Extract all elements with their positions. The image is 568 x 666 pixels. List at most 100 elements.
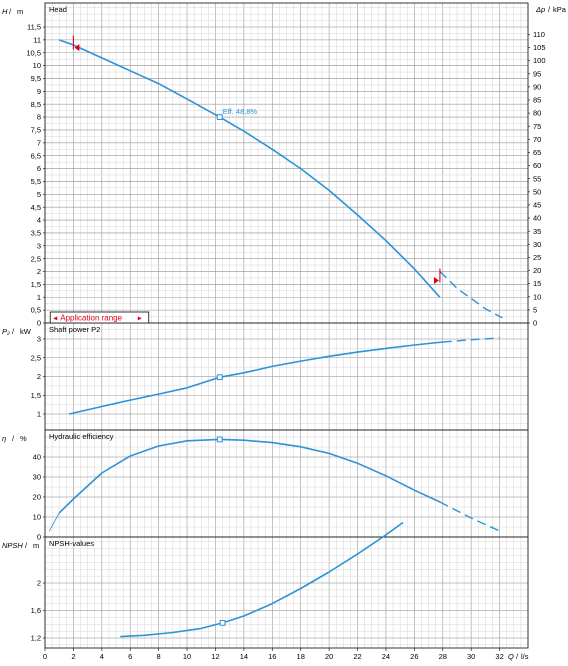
right-tick-label: 95: [533, 69, 541, 78]
curve-solid-npsh: [120, 521, 404, 638]
y-tick-label-efficiency: 0: [37, 533, 41, 542]
y-axis-label-head: H: [2, 7, 8, 16]
x-tick-label: 26: [410, 652, 418, 661]
curve-dashed-head: [439, 271, 503, 319]
x-axis-separator: /: [516, 652, 519, 661]
right-axis-separator: /: [548, 5, 551, 14]
right-tick-label: 0: [533, 319, 537, 328]
y-tick-label-head: 9: [37, 87, 41, 96]
y-axis-separator-efficiency: /: [12, 434, 15, 443]
right-tick-label: 60: [533, 161, 541, 170]
right-tick-label: 50: [533, 187, 541, 196]
right-tick-label: 80: [533, 109, 541, 118]
y-tick-label-head: 6: [37, 164, 41, 173]
x-tick-label: 20: [325, 652, 333, 661]
right-tick-label: 30: [533, 240, 541, 249]
y-tick-label-head: 11: [33, 35, 41, 44]
curve-dashed-efficiency: [439, 501, 500, 532]
y-tick-label-head: 10,5: [26, 48, 41, 57]
x-tick-label: 14: [240, 652, 248, 661]
duty-point-marker-head: [216, 114, 223, 120]
y-tick-label-head: 8: [37, 113, 41, 122]
y-axis-unit-power: kW: [20, 327, 32, 336]
curve-dashed-power: [442, 337, 500, 343]
y-axis-label-efficiency: η: [2, 434, 6, 443]
y-tick-label-head: 7: [37, 138, 41, 147]
y-tick-label-head: 5: [37, 190, 41, 199]
y-tick-label-head: 8,5: [31, 100, 41, 109]
y-tick-label-power: 1: [37, 410, 41, 419]
y-axis-unit-head: m: [17, 7, 23, 16]
y-axis-separator-power: /: [12, 327, 15, 336]
panel-title-head: Head: [49, 5, 67, 14]
y-tick-label-head: 1: [37, 293, 41, 302]
efficiency-annotation: Eff. 48,8%: [223, 107, 258, 116]
curve-solid-power: [69, 341, 443, 415]
panel-title-efficiency: Hydraulic efficiency: [49, 432, 114, 441]
application-range-arrow-right: ▸: [138, 314, 142, 323]
right-tick-label: 15: [533, 279, 541, 288]
y-tick-label-power: 2: [37, 372, 41, 381]
y-tick-label-power: 1,5: [31, 391, 41, 400]
right-tick-label: 85: [533, 96, 541, 105]
right-tick-label: 90: [533, 82, 541, 91]
right-axis-unit: kPa: [553, 5, 567, 14]
curve-thin-start-efficiency: [48, 512, 60, 532]
right-tick-label: 45: [533, 201, 541, 210]
y-tick-label-head: 2: [37, 267, 41, 276]
x-axis-label: Q: [508, 652, 514, 661]
duty-point-marker-efficiency: [216, 436, 223, 443]
y-tick-label-head: 5,5: [31, 177, 41, 186]
grid-layer: [43, 2, 530, 651]
right-tick-label: 70: [533, 135, 541, 144]
right-tick-label: 40: [533, 214, 541, 223]
x-tick-label: 24: [382, 652, 390, 661]
y-tick-label-head: 11,5: [27, 23, 41, 32]
y-tick-label-efficiency: 40: [33, 453, 41, 462]
application-range-box: [49, 311, 150, 324]
x-tick-label: 6: [128, 652, 132, 661]
x-tick-label: 0: [43, 652, 47, 661]
range-limit-arrow: [433, 277, 439, 285]
right-tick-label: 25: [533, 253, 541, 262]
y-tick-label-efficiency: 20: [33, 493, 41, 502]
panel-title-power: Shaft power P2: [49, 325, 100, 334]
right-tick-label: 110: [533, 30, 545, 39]
x-axis-unit: l/s: [521, 652, 529, 661]
y-tick-label-head: 10: [33, 61, 41, 70]
x-tick-label: 16: [268, 652, 276, 661]
x-tick-label: 12: [211, 652, 219, 661]
y-tick-label-npsh: 1,6: [31, 606, 41, 615]
y-tick-label-head: 3: [37, 241, 41, 250]
range-limit-arrow: [74, 44, 80, 52]
right-tick-label: 100: [533, 56, 546, 65]
y-tick-label-head: 7,5: [31, 126, 41, 135]
x-tick-label: 2: [71, 652, 75, 661]
application-range-arrow-left: ◂: [53, 314, 57, 323]
y-axis-label-npsh: NPSH: [2, 541, 23, 550]
x-tick-label: 10: [183, 652, 191, 661]
y-tick-label-efficiency: 10: [33, 513, 41, 522]
y-axis-unit-npsh: m: [33, 541, 39, 550]
right-tick-label: 5: [533, 305, 537, 314]
curve-layer: [48, 35, 503, 638]
right-tick-label: 10: [533, 292, 541, 301]
y-tick-label-head: 0: [37, 319, 41, 328]
right-tick-label: 35: [533, 227, 541, 236]
application-range-label: Application range: [60, 314, 122, 323]
x-tick-label: 28: [439, 652, 447, 661]
duty-point-marker-power: [216, 374, 223, 381]
duty-point-marker-npsh: [219, 619, 226, 626]
y-tick-label-head: 4: [37, 216, 41, 225]
x-tick-label: 8: [157, 652, 161, 661]
y-tick-label-head: 4,5: [31, 203, 41, 212]
y-axis-unit-efficiency: %: [20, 434, 27, 443]
right-axis-label: Δp: [535, 5, 545, 14]
y-tick-label-head: 9,5: [31, 74, 41, 83]
right-tick-label: 65: [533, 148, 541, 157]
right-tick-label: 105: [533, 43, 546, 52]
y-tick-label-npsh: 2: [37, 579, 41, 588]
x-tick-label: 22: [353, 652, 361, 661]
x-tick-label: 18: [297, 652, 305, 661]
